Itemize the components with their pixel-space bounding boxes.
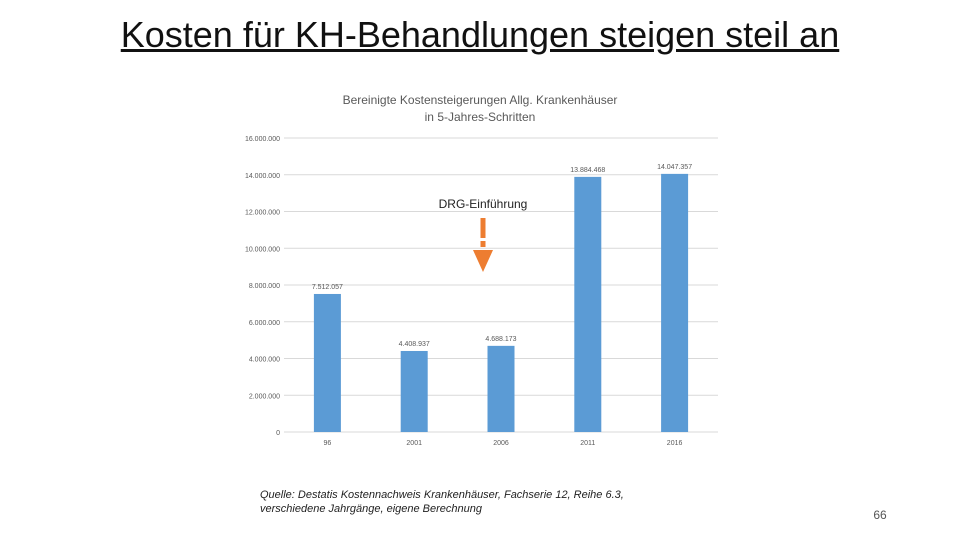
x-tick-label: 2006 — [493, 440, 509, 447]
x-tick-label: 2001 — [406, 440, 422, 447]
y-tick-label: 4.000.000 — [249, 357, 280, 364]
bar-2006 — [487, 345, 515, 432]
data-label: 13.884.468 — [570, 167, 605, 174]
x-tick-label: 2016 — [667, 440, 683, 447]
page-number: 66 — [873, 508, 887, 522]
y-tick-label: 10.000.000 — [245, 246, 280, 253]
bar-2011 — [574, 176, 602, 432]
chart-title: Bereinigte Kostensteigerungen Allg. Kran… — [343, 93, 618, 107]
drg-annotation-label: DRG-Einführung — [439, 197, 528, 211]
x-tick-label: 96 — [324, 440, 332, 447]
data-label: 4.688.173 — [485, 336, 516, 343]
y-tick-label: 2.000.000 — [249, 393, 280, 400]
data-label: 7.512.057 — [312, 284, 343, 291]
y-tick-label: 0 — [276, 430, 280, 437]
chart-canvas: Bereinigte Kostensteigerungen Allg. Kran… — [245, 93, 718, 447]
slide-title: Kosten für KH-Behandlungen steigen steil… — [120, 14, 840, 55]
data-label: 4.408.937 — [399, 341, 430, 348]
chart-subtitle: in 5-Jahres-Schritten — [425, 110, 536, 124]
y-tick-label: 16.000.000 — [245, 136, 280, 143]
bar-2016 — [661, 173, 689, 432]
y-tick-label: 12.000.000 — [245, 210, 280, 217]
drg-arrow-head — [473, 250, 493, 272]
y-tick-label: 6.000.000 — [249, 320, 280, 327]
bar-96 — [313, 293, 341, 432]
y-tick-label: 14.000.000 — [245, 173, 280, 180]
data-label: 14.047.357 — [657, 164, 692, 171]
source-note: Quelle: Destatis Kostennachweis Krankenh… — [260, 489, 624, 515]
bar-2001 — [400, 350, 428, 432]
y-tick-label: 8.000.000 — [249, 283, 280, 290]
bar-chart: Bereinigte Kostensteigerungen Allg. Kran… — [228, 86, 728, 458]
x-tick-label: 2011 — [580, 440, 595, 447]
